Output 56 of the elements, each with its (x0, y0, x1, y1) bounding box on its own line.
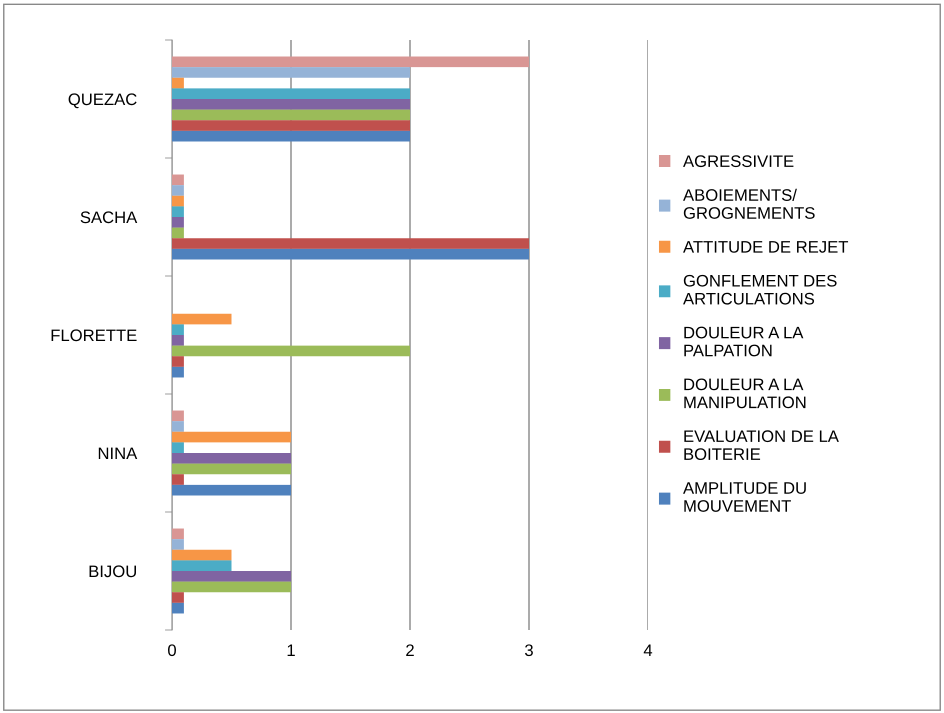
x-tick-label: 2 (406, 644, 414, 656)
bar (172, 560, 232, 571)
legend-label: ABOIEMENTS/ GROGNEMENTS (683, 188, 815, 219)
legend-label: ATTITUDE DE REJET (683, 241, 848, 253)
bar (172, 248, 529, 260)
bar (172, 228, 184, 238)
bar (172, 539, 184, 550)
bar (172, 196, 184, 206)
bar (172, 442, 184, 453)
legend-label: DOULEUR A LA MANIPULATION (684, 378, 806, 408)
bar (172, 550, 232, 560)
y-tick-label: QUEZAC (68, 93, 137, 108)
bar (172, 592, 184, 603)
bar (172, 120, 410, 131)
x-tick-label: 0 (168, 644, 176, 656)
bar (172, 474, 184, 485)
bar (172, 314, 232, 324)
bar (172, 528, 184, 540)
x-tick-label: 1 (288, 644, 295, 656)
bar (172, 366, 184, 378)
bar (172, 78, 184, 88)
bar (172, 421, 184, 432)
bar (172, 464, 291, 474)
bar (172, 484, 291, 496)
bar (172, 56, 529, 68)
bar (172, 432, 291, 442)
bar (172, 130, 410, 142)
y-tick-label: NINA (98, 448, 138, 460)
bar (172, 67, 410, 78)
bar (172, 356, 184, 367)
bar (172, 571, 291, 582)
bar (172, 238, 529, 249)
legend-label: AGRESSIVITE (683, 155, 794, 168)
bar (172, 453, 291, 464)
x-tick-label: 4 (644, 644, 652, 656)
legend-label: AMPLITUDE DU MOUVEMENT (683, 482, 806, 512)
bar (172, 206, 184, 217)
y-tick-label: FLORETTE (52, 329, 137, 342)
legend-label: DOULEUR A LA PALPATION (684, 326, 804, 356)
y-tick-label: BIJOU (90, 565, 136, 578)
bar (172, 110, 410, 120)
bar (172, 335, 184, 346)
bar (172, 88, 410, 99)
bar (172, 410, 184, 422)
bar (172, 217, 184, 228)
legend-label: GONFLEMENT DES ARTICULATIONS (683, 274, 837, 305)
bar (172, 582, 291, 592)
bar (172, 99, 410, 110)
y-tick-label: SACHA (80, 211, 138, 224)
x-tick-label: 3 (525, 644, 533, 656)
bar (172, 324, 184, 335)
bar (172, 346, 410, 356)
bar (172, 185, 184, 196)
bar (172, 602, 184, 614)
bar (172, 174, 184, 186)
legend-label: EVALUATION DE LA BOITERIE (684, 430, 839, 460)
